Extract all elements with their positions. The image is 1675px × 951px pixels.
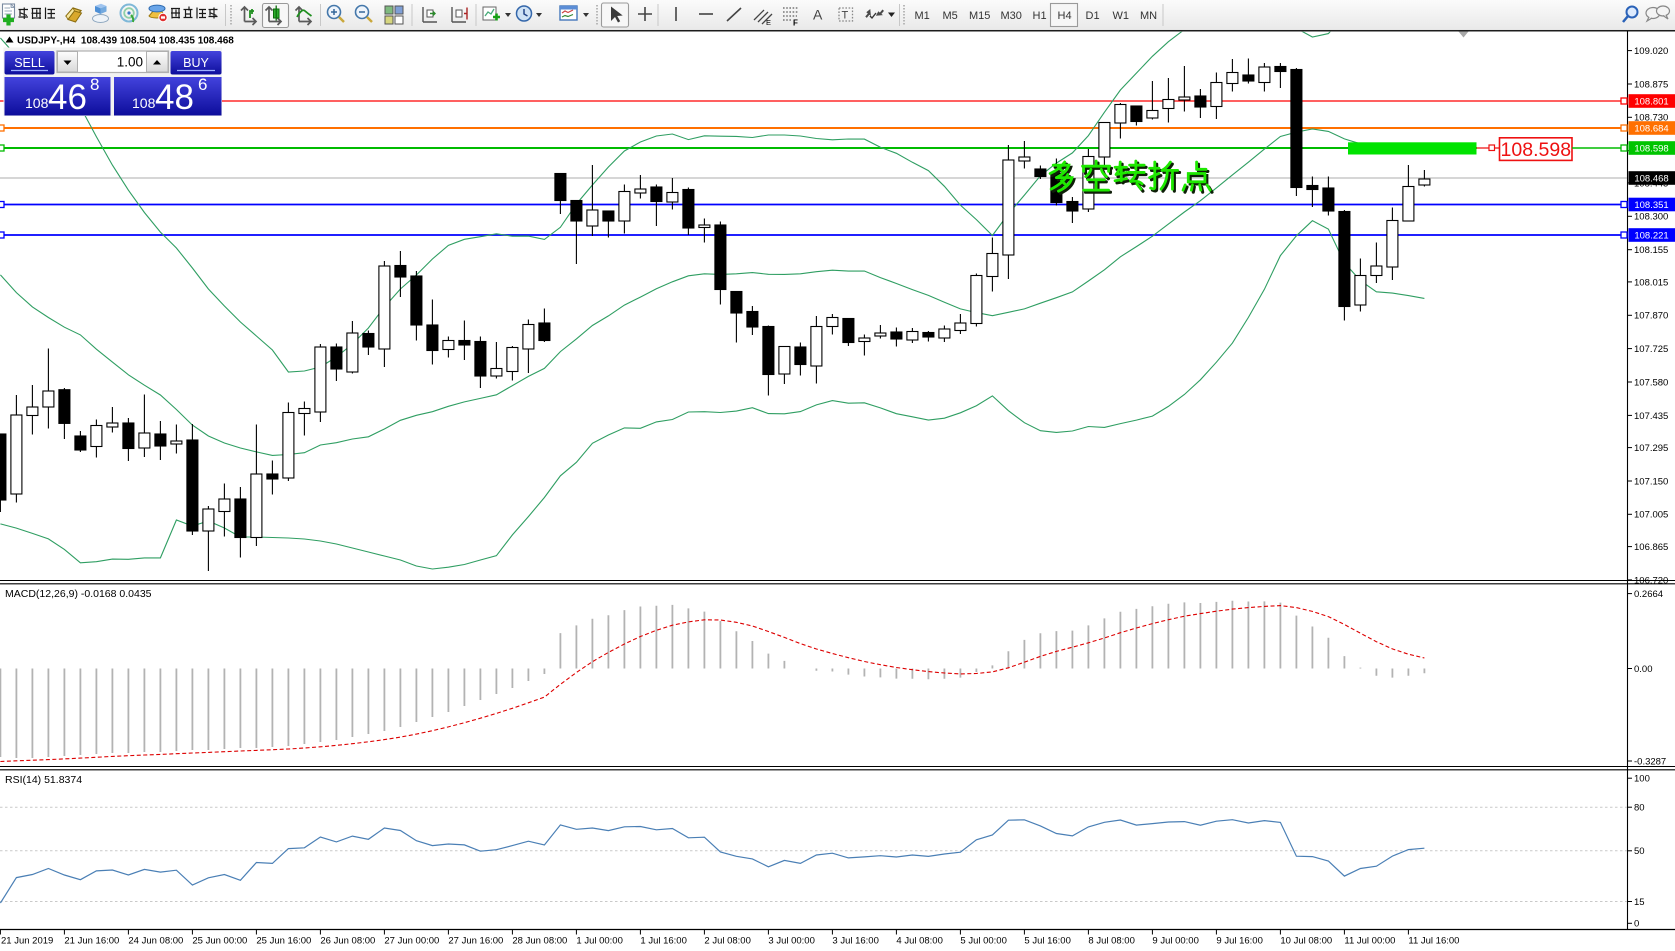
svg-text:T: T: [842, 10, 849, 22]
svg-text:SELL: SELL: [14, 56, 45, 70]
svg-text:M1: M1: [915, 10, 930, 22]
svg-text:108.468: 108.468: [1634, 173, 1668, 184]
svg-text:BUY: BUY: [183, 56, 209, 70]
svg-text:108: 108: [25, 95, 49, 111]
svg-text:108.598: 108.598: [1501, 139, 1572, 161]
svg-text:D1: D1: [1086, 10, 1100, 22]
svg-text:107.435: 107.435: [1634, 411, 1668, 422]
svg-text:1.00: 1.00: [117, 55, 143, 70]
svg-text:5 Jul 16:00: 5 Jul 16:00: [1024, 936, 1070, 947]
svg-text:M15: M15: [969, 10, 990, 22]
svg-text:F: F: [793, 19, 798, 28]
svg-text:-0.3287: -0.3287: [1634, 756, 1666, 767]
svg-text:108.015: 108.015: [1634, 277, 1668, 288]
svg-text:H1: H1: [1033, 10, 1047, 22]
svg-text:1 Jul 16:00: 1 Jul 16:00: [640, 936, 686, 947]
svg-text:0: 0: [1634, 919, 1639, 930]
svg-text:6: 6: [198, 75, 207, 94]
svg-text:46: 46: [48, 78, 87, 117]
svg-text:108.875: 108.875: [1634, 79, 1668, 90]
svg-text:24 Jun 08:00: 24 Jun 08:00: [128, 936, 183, 947]
svg-text:E: E: [766, 18, 771, 27]
svg-text:25 Jun 00:00: 25 Jun 00:00: [192, 936, 247, 947]
svg-text:107.295: 107.295: [1634, 443, 1668, 454]
svg-text:9 Jul 00:00: 9 Jul 00:00: [1152, 936, 1198, 947]
svg-text:A: A: [813, 7, 823, 23]
svg-text:21 Jun 2019: 21 Jun 2019: [1, 936, 53, 947]
svg-text:15: 15: [1634, 897, 1645, 908]
svg-text:9 Jul 16:00: 9 Jul 16:00: [1216, 936, 1262, 947]
svg-text:106.865: 106.865: [1634, 542, 1668, 553]
svg-text:108.598: 108.598: [1634, 143, 1668, 154]
svg-text:1 Jul 00:00: 1 Jul 00:00: [576, 936, 622, 947]
svg-text:28 Jun 08:00: 28 Jun 08:00: [512, 936, 567, 947]
svg-text:W1: W1: [1113, 10, 1130, 22]
svg-text:48: 48: [155, 78, 194, 117]
svg-text:107.725: 107.725: [1634, 344, 1668, 355]
svg-text:M30: M30: [1001, 10, 1022, 22]
svg-text:108.684: 108.684: [1634, 123, 1668, 134]
svg-text:100: 100: [1634, 774, 1650, 785]
svg-text:0.00: 0.00: [1634, 664, 1653, 675]
svg-text:108: 108: [132, 95, 156, 111]
svg-text:3 Jul 00:00: 3 Jul 00:00: [768, 936, 814, 947]
svg-text:MN: MN: [1140, 10, 1157, 22]
svg-text:M5: M5: [943, 10, 958, 22]
svg-text:25 Jun 16:00: 25 Jun 16:00: [256, 936, 311, 947]
svg-text:107.580: 107.580: [1634, 377, 1668, 388]
svg-text:0.2664: 0.2664: [1634, 589, 1663, 600]
svg-text:50: 50: [1634, 846, 1645, 857]
svg-text:108.801: 108.801: [1634, 96, 1668, 107]
svg-text:108.730: 108.730: [1634, 113, 1668, 124]
svg-text:10 Jul 08:00: 10 Jul 08:00: [1280, 936, 1332, 947]
svg-text:H4: H4: [1058, 10, 1072, 22]
svg-text:21 Jun 16:00: 21 Jun 16:00: [64, 936, 119, 947]
svg-text:RSI(14) 51.8374: RSI(14) 51.8374: [5, 774, 82, 786]
svg-text:108.351: 108.351: [1634, 200, 1668, 211]
svg-text:2 Jul 08:00: 2 Jul 08:00: [704, 936, 750, 947]
svg-text:80: 80: [1634, 803, 1645, 814]
svg-text:27 Jun 00:00: 27 Jun 00:00: [384, 936, 439, 947]
svg-text:4 Jul 08:00: 4 Jul 08:00: [896, 936, 942, 947]
svg-text:8 Jul 08:00: 8 Jul 08:00: [1088, 936, 1134, 947]
svg-text:107.150: 107.150: [1634, 476, 1668, 487]
svg-text:107.005: 107.005: [1634, 510, 1668, 521]
svg-text:MACD(12,26,9) -0.0168 0.0435: MACD(12,26,9) -0.0168 0.0435: [5, 588, 152, 600]
svg-text:8: 8: [90, 75, 99, 94]
svg-text:5 Jul 00:00: 5 Jul 00:00: [960, 936, 1006, 947]
svg-text:27 Jun 16:00: 27 Jun 16:00: [448, 936, 503, 947]
svg-text:107.870: 107.870: [1634, 311, 1668, 322]
svg-text:3 Jul 16:00: 3 Jul 16:00: [832, 936, 878, 947]
svg-text:108.221: 108.221: [1634, 230, 1668, 241]
svg-text:USDJPY-,H4 108.439 108.504 10: USDJPY-,H4 108.439 108.504 108.435 108.4…: [17, 36, 234, 47]
svg-text:11 Jul 00:00: 11 Jul 00:00: [1344, 936, 1395, 947]
svg-text:109.020: 109.020: [1634, 46, 1668, 57]
svg-text:108.300: 108.300: [1634, 212, 1668, 223]
svg-text:26 Jun 08:00: 26 Jun 08:00: [320, 936, 375, 947]
svg-text:11 Jul 16:00: 11 Jul 16:00: [1408, 936, 1459, 947]
svg-text:108.155: 108.155: [1634, 245, 1668, 256]
svg-text:106.720: 106.720: [1634, 575, 1668, 586]
